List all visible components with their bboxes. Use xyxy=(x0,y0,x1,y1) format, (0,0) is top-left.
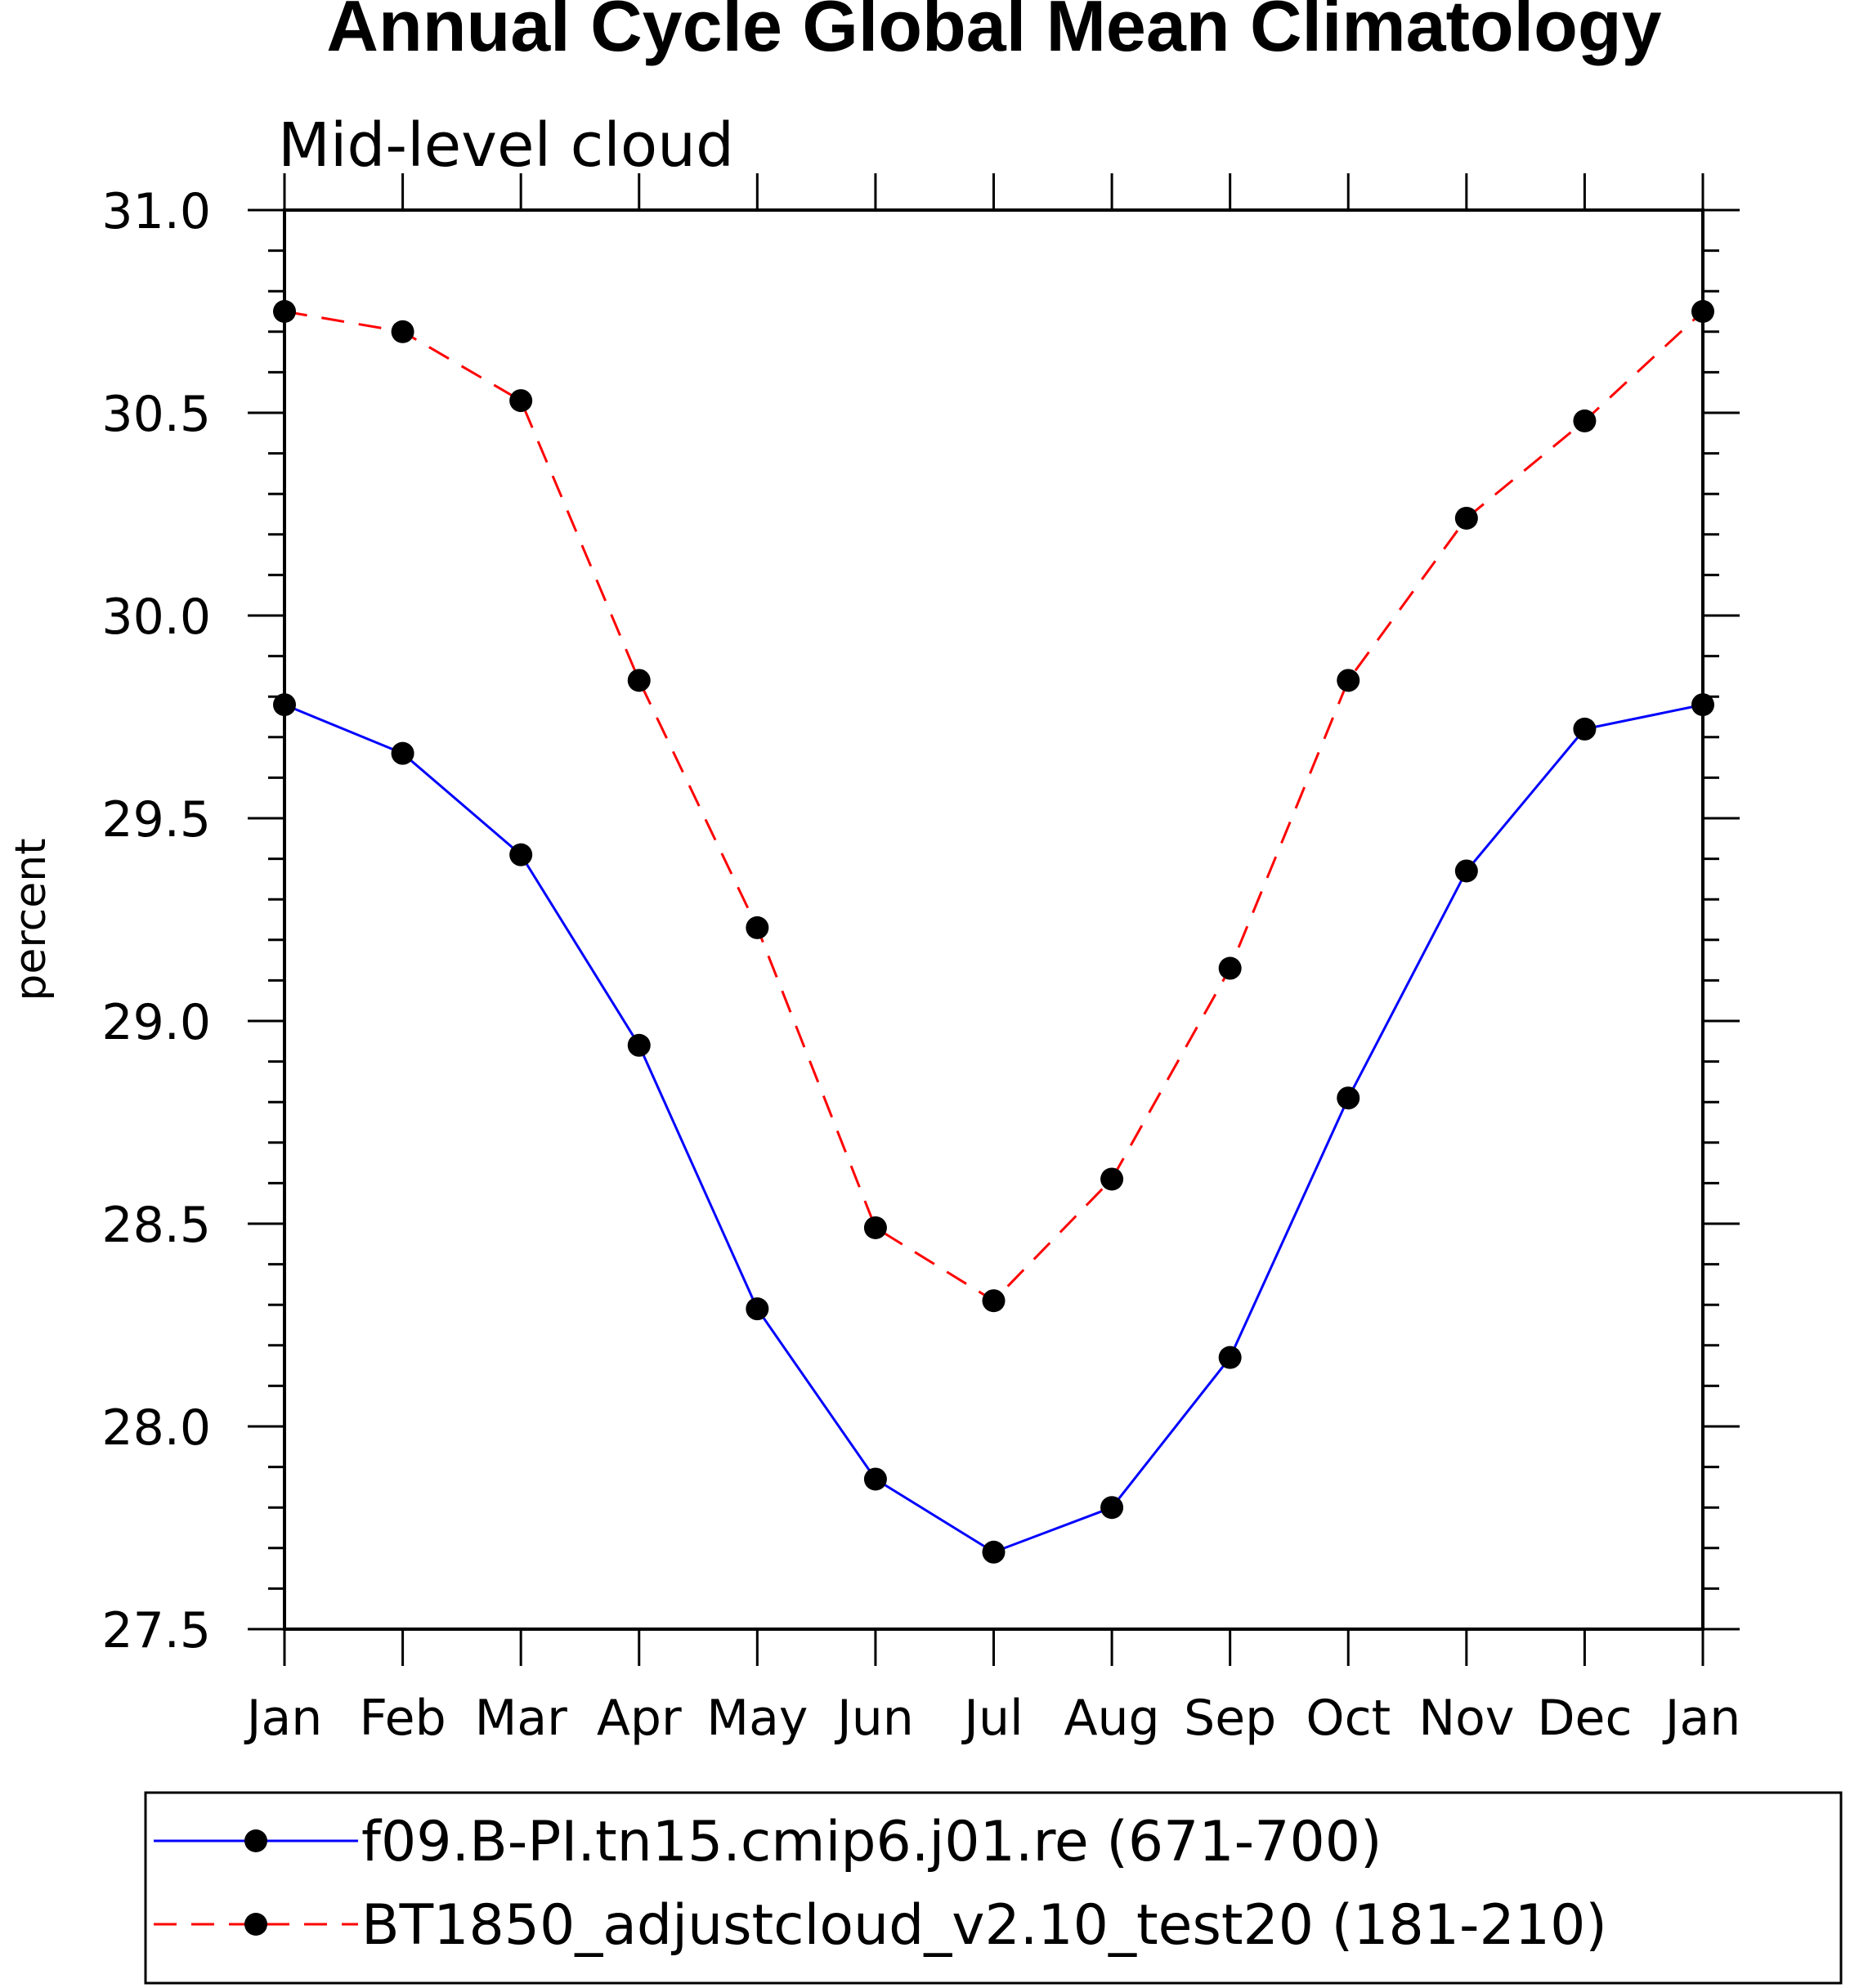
series-line-1 xyxy=(284,703,1704,1554)
y-tick-label: 30.0 xyxy=(101,589,211,646)
y-tick-labels: 27.5 28.0 28.5 29.0 29.5 30.0 30.5 31.0 xyxy=(101,183,211,1659)
x-tick-label: Jan xyxy=(1662,1690,1741,1747)
data-point xyxy=(273,693,296,717)
y-axis-label: percent xyxy=(7,838,56,1001)
data-point xyxy=(1454,506,1478,530)
y-tick-label: 29.0 xyxy=(101,994,211,1051)
y-tick-label: 29.5 xyxy=(101,791,211,848)
x-tick-label: Apr xyxy=(597,1690,682,1747)
x-tick-label: Sep xyxy=(1184,1690,1276,1747)
data-point xyxy=(627,1033,651,1057)
legend-marker-1 xyxy=(244,1829,267,1852)
data-point xyxy=(982,1289,1006,1313)
x-tick-labels: Jan Feb Mar Apr May Jun Jul Aug Sep Oct Nov Dec Jan xyxy=(244,1690,1741,1747)
data-point xyxy=(509,389,533,413)
x-tick-label: Jun xyxy=(834,1690,914,1747)
legend-box xyxy=(144,1791,1843,1985)
legend-marker-2 xyxy=(244,1913,267,1936)
series-layer xyxy=(273,300,1714,1564)
data-point xyxy=(391,741,414,765)
y-tick-label: 28.5 xyxy=(101,1197,211,1254)
x-tick-label: Aug xyxy=(1064,1690,1159,1747)
data-point xyxy=(863,1467,887,1491)
data-point xyxy=(1691,693,1714,717)
legend: f09.B-PI.tn15.cmip6.j01.re (671-700) BT18… xyxy=(144,1791,1843,1985)
legend-label-1: f09.B-PI.tn15.cmip6.j01.re (671-700) xyxy=(361,1810,1382,1874)
data-point xyxy=(1573,717,1597,741)
data-point xyxy=(863,1216,887,1239)
y-tick-label: 28.0 xyxy=(101,1399,211,1457)
legend-label-2: BT1850_adjustcloud_v2.10_test20 (181-210… xyxy=(361,1893,1607,1958)
y-tick-label: 27.5 xyxy=(101,1602,211,1659)
data-point xyxy=(746,916,769,939)
x-tick-label: Nov xyxy=(1418,1690,1514,1747)
data-point xyxy=(273,300,296,323)
x-tick-label: Feb xyxy=(359,1690,446,1747)
x-tick-label: Jan xyxy=(244,1690,323,1747)
x-tick-label: Oct xyxy=(1306,1690,1391,1747)
series-line-2 xyxy=(284,310,1704,1303)
data-point xyxy=(1691,300,1714,323)
data-point xyxy=(1337,1086,1360,1110)
x-tick-label: Mar xyxy=(475,1690,568,1747)
data-point xyxy=(391,320,414,343)
y-tick-label: 30.5 xyxy=(101,386,211,443)
x-tick-label: Jul xyxy=(961,1690,1023,1747)
data-point xyxy=(1573,409,1597,432)
axis-ticks xyxy=(248,173,1740,1666)
data-point xyxy=(1218,956,1242,980)
data-point xyxy=(1337,669,1360,692)
data-point xyxy=(1100,1167,1124,1191)
plot-frame xyxy=(283,208,1704,1631)
data-point xyxy=(627,669,651,692)
chart-subtitle: Mid-level cloud xyxy=(278,110,734,181)
x-tick-label: Dec xyxy=(1537,1690,1632,1747)
data-point xyxy=(1100,1496,1124,1520)
data-point xyxy=(982,1540,1006,1564)
data-point xyxy=(509,843,533,866)
chart-title: Annual Cycle Global Mean Climatology xyxy=(326,0,1661,66)
data-point xyxy=(1454,859,1478,883)
x-tick-label: May xyxy=(706,1690,808,1747)
data-point xyxy=(746,1297,769,1321)
data-point xyxy=(1218,1345,1242,1369)
y-tick-label: 31.0 xyxy=(101,183,211,240)
